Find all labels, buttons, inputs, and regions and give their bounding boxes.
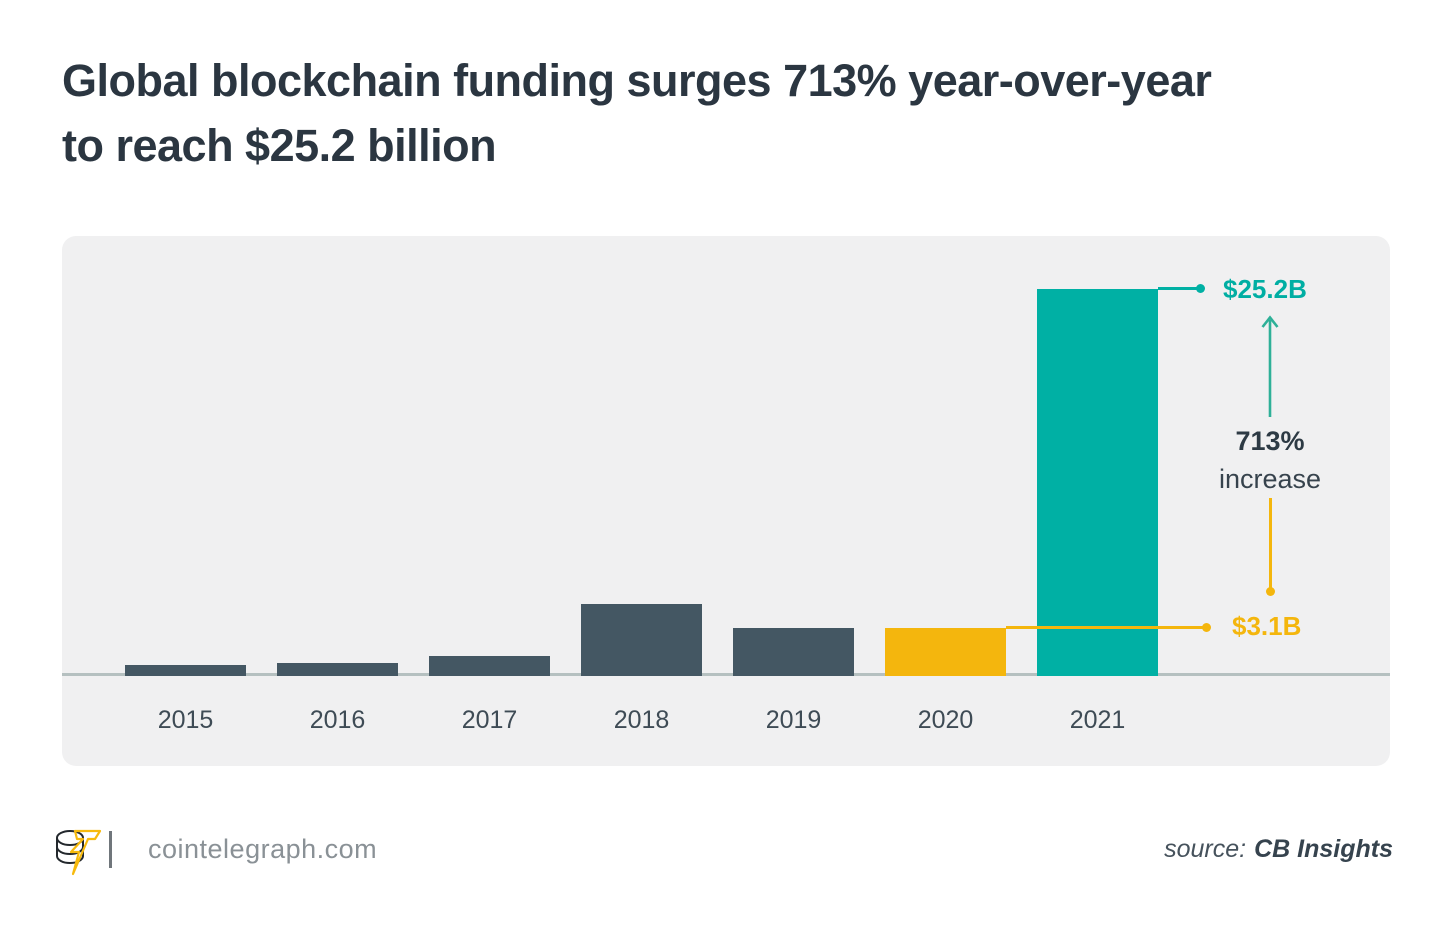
x-axis-label-2015: 2015 bbox=[157, 706, 214, 734]
chart-panel: 2015 2016 2017 2018 2019 2020 2021 $25.2B 713%… bbox=[62, 236, 1390, 766]
connector-line-3b-vertical bbox=[1269, 498, 1272, 590]
bar-2020 bbox=[885, 628, 1006, 676]
x-axis-label-2021: 2021 bbox=[1069, 706, 1126, 734]
x-axis-label-2020: 2020 bbox=[917, 706, 974, 734]
x-axis-label-2019: 2019 bbox=[765, 706, 822, 734]
increase-annotation: 713% increase bbox=[1170, 422, 1370, 498]
bar-2015 bbox=[125, 665, 246, 676]
x-axis-label-2016: 2016 bbox=[309, 706, 366, 734]
source-prefix-label: source: bbox=[1164, 835, 1247, 863]
x-axis-baseline bbox=[62, 673, 1390, 676]
site-label: cointelegraph.com bbox=[148, 834, 378, 864]
bar-2021 bbox=[1037, 289, 1158, 676]
x-axis-label-2018: 2018 bbox=[613, 706, 670, 734]
bar-2018 bbox=[581, 604, 702, 676]
footer-divider bbox=[109, 831, 112, 868]
page-title-line1: Global blockchain funding surges 713% ye… bbox=[62, 55, 1212, 106]
source-credit: source: CB Insights bbox=[1164, 835, 1393, 864]
callout-dot-25b-icon bbox=[1196, 284, 1205, 293]
increase-word-label: increase bbox=[1218, 464, 1322, 494]
bar-2019 bbox=[733, 628, 854, 676]
increase-percent-label: 713% bbox=[1235, 426, 1305, 456]
source-name-label: CB Insights bbox=[1254, 835, 1393, 863]
bar-2017 bbox=[429, 656, 550, 676]
value-label-25b: $25.2B bbox=[1223, 274, 1307, 304]
callout-dot-3b-icon bbox=[1202, 623, 1211, 632]
callout-line-3b bbox=[1006, 626, 1204, 629]
page-title: Global blockchain funding surges 713% ye… bbox=[62, 48, 1402, 178]
x-axis-label-2017: 2017 bbox=[461, 706, 518, 734]
cointelegraph-logo-icon bbox=[56, 829, 102, 876]
increase-arrow-up-icon bbox=[1261, 315, 1279, 417]
page-title-line2: to reach $25.2 billion bbox=[62, 120, 497, 171]
connector-dot-3b-icon bbox=[1266, 587, 1275, 596]
callout-line-25b bbox=[1158, 287, 1198, 290]
value-label-3b: $3.1B bbox=[1232, 611, 1302, 641]
bar-2016 bbox=[277, 663, 398, 676]
